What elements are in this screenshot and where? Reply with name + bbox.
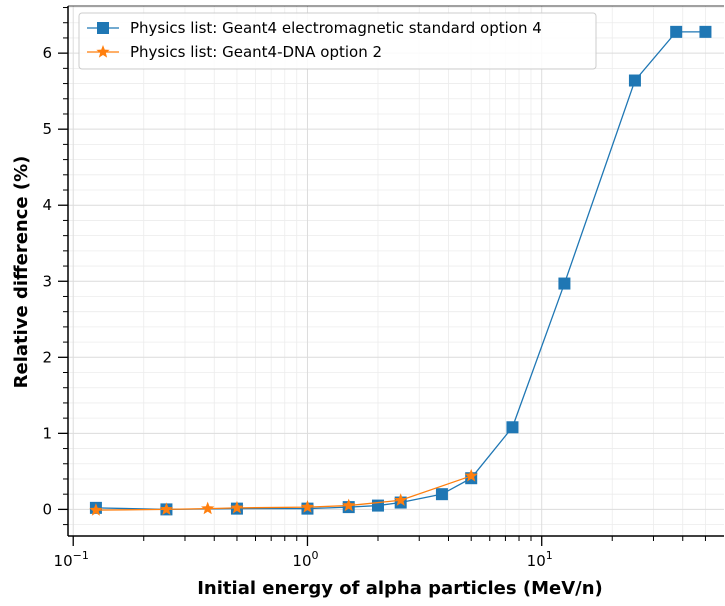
y-tick-label: 0 <box>42 500 52 518</box>
data-point <box>558 277 571 290</box>
y-tick-label: 1 <box>42 424 52 442</box>
data-point <box>394 493 408 506</box>
y-tick-label: 4 <box>42 196 52 214</box>
series-2 <box>89 468 478 516</box>
series-line <box>95 31 706 511</box>
x-axis-title: Initial energy of alpha particles (MeV/n… <box>197 578 603 599</box>
data-point <box>89 503 103 516</box>
data-point <box>435 488 448 501</box>
legend-box <box>78 12 597 70</box>
legend-label: Physics list: Geant4-DNA option 2 <box>130 43 382 61</box>
data-point <box>159 502 174 516</box>
legend-marker <box>96 45 110 58</box>
legend-marker <box>97 22 109 34</box>
grid <box>68 6 724 536</box>
data-point <box>230 500 244 514</box>
y-tick-label: 3 <box>42 272 52 290</box>
series-1 <box>89 25 712 516</box>
legend: Physics list: Geant4 electromagnetic sta… <box>78 12 597 70</box>
series-layer <box>89 25 712 516</box>
data-point <box>699 25 712 38</box>
data-point <box>670 25 683 38</box>
y-tick-label: 2 <box>42 348 52 366</box>
series-line <box>95 475 472 511</box>
y-axis-title: Relative difference (%) <box>11 156 32 389</box>
x-tick-label: 101 <box>527 549 553 570</box>
legend-entry: Physics list: Geant4-DNA option 2 <box>87 43 382 61</box>
y-tick-label: 5 <box>42 120 52 138</box>
x-tick-label: 10−1 <box>54 549 89 570</box>
data-point <box>300 500 315 513</box>
data-point <box>464 468 478 482</box>
x-tick-label: 100 <box>292 549 318 570</box>
data-point <box>506 421 519 434</box>
data-point <box>371 499 384 512</box>
legend-label: Physics list: Geant4 electromagnetic sta… <box>130 19 542 37</box>
data-point <box>342 498 356 512</box>
data-point <box>201 501 215 515</box>
y-tick-label: 6 <box>42 44 52 62</box>
legend-entry: Physics list: Geant4 electromagnetic sta… <box>87 19 542 37</box>
data-point <box>628 74 641 87</box>
